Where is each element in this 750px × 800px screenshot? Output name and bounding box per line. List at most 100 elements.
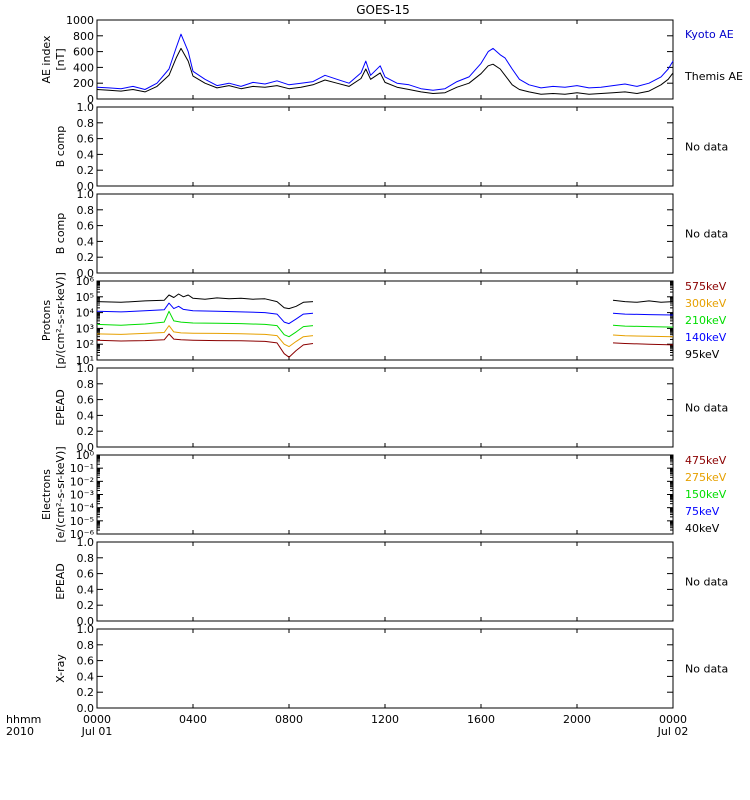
panel-frame [96, 628, 674, 709]
y-tick-label: 0.0 [77, 702, 95, 715]
panel-b2: 0.0 0.2 0.4 0.6 0.8 1.0 B comp No data [54, 188, 728, 280]
panel-frame [96, 367, 674, 448]
x-tick-label: 0000 [659, 713, 687, 726]
y-tick-label: 10⁻⁶ [70, 528, 95, 541]
y-tick-label: 0.6 [77, 133, 95, 146]
y-tick-label: 0.6 [77, 655, 95, 668]
y-tick-label: 0.4 [77, 583, 95, 596]
series-line-210kev [612, 324, 674, 328]
series-line-95kev [96, 293, 314, 310]
y-tick-label: 10² [76, 338, 94, 351]
legend-entry: Themis AE [684, 70, 743, 83]
series-line-300kev [612, 334, 674, 338]
series-line-themis-ae [96, 47, 674, 95]
y-tick-label: 800 [73, 30, 94, 43]
y-axis-label: Electrons [40, 469, 53, 520]
y-tick-label: 600 [73, 46, 94, 59]
y-tick-label: 0.4 [77, 409, 95, 422]
y-tick-label: 0.4 [77, 670, 95, 683]
chart-title: GOES-15 [356, 3, 410, 17]
y-axis-label: EPEAD [54, 389, 67, 426]
y-tick-label: 200 [73, 77, 94, 90]
no-data-label: No data [685, 576, 728, 589]
series-line-140kev [96, 302, 314, 325]
legend-entry: 575keV [685, 280, 727, 293]
y-axis-label: [p/(cm²-s-sr-keV)] [54, 272, 67, 369]
y-axis-label: B comp [54, 213, 67, 255]
y-tick-label: 0.2 [77, 599, 95, 612]
x-tick-label: 1200 [371, 713, 399, 726]
series-line-575kev [96, 333, 314, 358]
y-tick-label: 10⁻⁵ [70, 515, 94, 528]
y-tick-label: 0.8 [77, 552, 95, 565]
x-tick-label: 0000 [83, 713, 111, 726]
series-line-300kev [96, 325, 314, 348]
legend-entry: 475keV [685, 454, 727, 467]
y-tick-label: 0 [87, 93, 94, 106]
series-line-95kev [612, 299, 674, 303]
y-tick-label: 0.2 [77, 164, 95, 177]
y-axis-label: X-ray [54, 654, 67, 683]
y-tick-label: 1.0 [77, 362, 95, 375]
series-line-kyoto-ae [96, 33, 674, 91]
y-tick-label: 400 [73, 61, 94, 74]
legend-entry: 140keV [685, 331, 727, 344]
y-axis-label: [nT] [54, 48, 67, 70]
series-line-140kev [612, 312, 674, 316]
x-tick-date: Jul 01 [81, 725, 113, 738]
y-tick-label: 0.8 [77, 378, 95, 391]
y-tick-label: 10⁵ [76, 291, 94, 304]
y-tick-label: 10⁻¹ [70, 462, 94, 475]
y-tick-label: 1.0 [77, 536, 95, 549]
panel-xray: 0.0 0.2 0.4 0.6 0.8 1.0 X-ray No data [54, 623, 728, 715]
y-tick-label: 10⁶ [76, 275, 95, 288]
panel-protons: 10¹ 10² 10³ 10⁴ 10⁵ 10⁶ Protons [p/(cm²-s-sr-ke… [40, 272, 727, 369]
legend-entry: 75keV [685, 505, 720, 518]
y-axis-label: Protons [40, 300, 53, 341]
x-tick-label: 0800 [275, 713, 303, 726]
no-data-label: No data [685, 402, 728, 415]
legend-entry: 95keV [685, 348, 720, 361]
y-tick-label: 0.0 [77, 267, 95, 280]
panel-frame [96, 454, 674, 535]
no-data-label: No data [685, 141, 728, 154]
x-tick-label: 1600 [467, 713, 495, 726]
legend-entry: 275keV [685, 471, 727, 484]
y-axis-label: [e/(cm²-s-sr-keV)] [54, 446, 67, 542]
y-tick-label: 0.6 [77, 568, 95, 581]
x-tick-date: Jul 02 [657, 725, 689, 738]
x-tick-label: 2000 [563, 713, 591, 726]
y-tick-label: 0.6 [77, 220, 95, 233]
legend-entry: 40keV [685, 522, 720, 535]
y-tick-label: 1000 [66, 14, 94, 27]
legend-entry: 210keV [685, 314, 727, 327]
y-tick-label: 10⁻² [70, 475, 94, 488]
y-tick-label: 0.8 [77, 117, 95, 130]
y-axis-label: AE index [40, 35, 53, 84]
x-tick-label: 0400 [179, 713, 207, 726]
series-line-210kev [96, 310, 314, 338]
y-tick-label: 0.4 [77, 235, 95, 248]
y-axis-label: B comp [54, 126, 67, 168]
panel-frame [96, 106, 674, 187]
y-tick-label: 0.4 [77, 148, 95, 161]
panel-epead2: 0.0 0.2 0.4 0.6 0.8 1.0 EPEAD No data [54, 536, 728, 628]
panel-epead1: 0.0 0.2 0.4 0.6 0.8 1.0 EPEAD No data [54, 362, 728, 454]
y-tick-label: 10¹ [76, 354, 94, 367]
y-tick-label: 10⁴ [76, 307, 95, 320]
no-data-label: No data [685, 228, 728, 241]
y-tick-label: 1.0 [77, 101, 95, 114]
legend-entry: Kyoto AE [685, 28, 734, 41]
y-tick-label: 0.2 [77, 251, 95, 264]
y-tick-label: 0.2 [77, 425, 95, 438]
panel-ae: 0 200 400 600 800 1000 AE index [nT] Kyoto AE The… [40, 14, 743, 106]
y-tick-label: 10⁰ [76, 449, 95, 462]
x-axis-row-label: hhmm [6, 713, 41, 726]
panel-frame [96, 193, 674, 274]
no-data-label: No data [685, 663, 728, 676]
y-tick-label: 10³ [76, 322, 94, 335]
y-tick-label: 0.2 [77, 686, 95, 699]
series-line-575kev [612, 342, 674, 346]
